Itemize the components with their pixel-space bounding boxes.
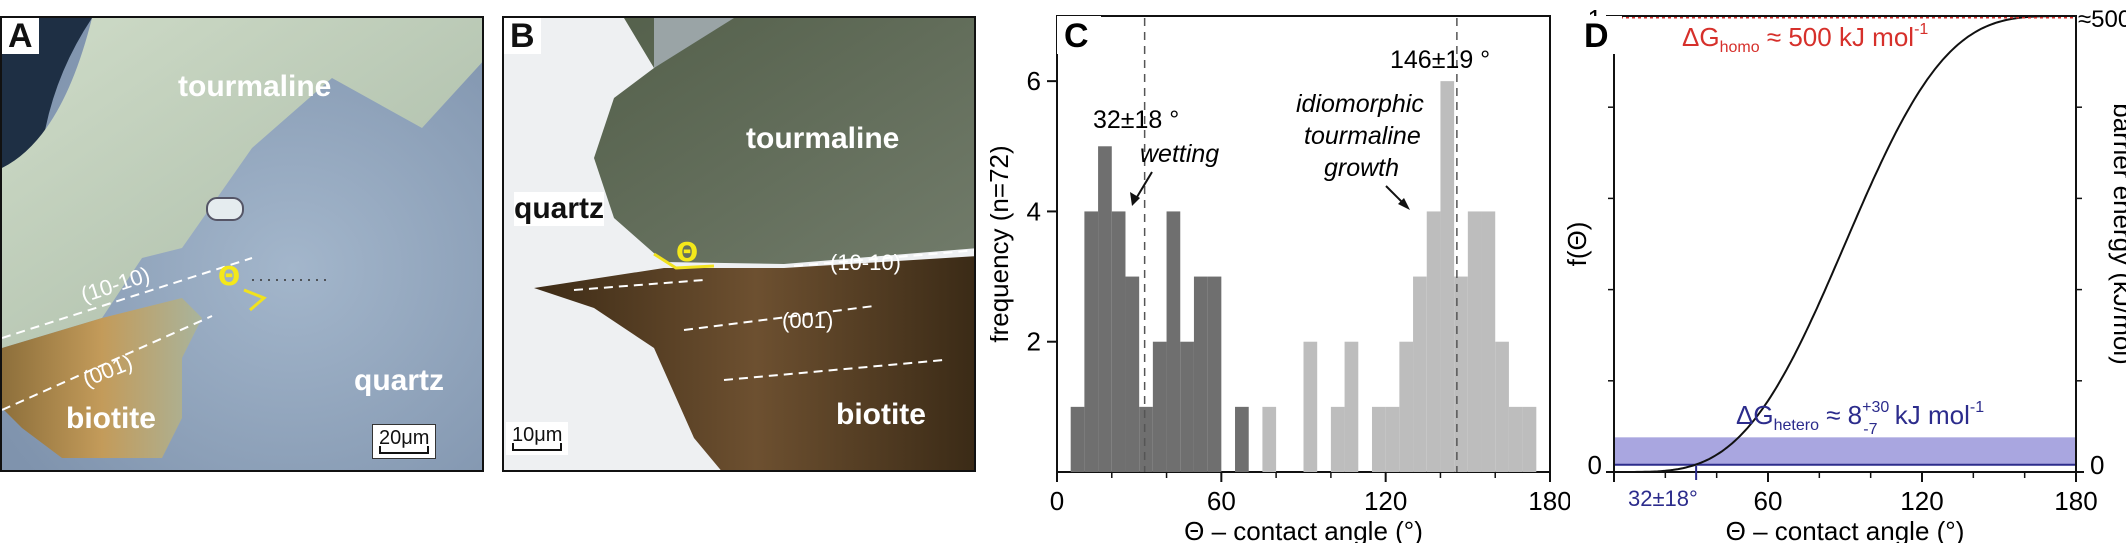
panel-b-scale-label: 10μm [512,424,563,446]
panel-d-chart: 60120180010Θ – contact angle (°)f(Θ)barr… [1566,4,2126,543]
panel-d-hetero-label: ΔGhetero ≈ 8+30 -7 kJ mol-1 [1736,399,1984,438]
x-tick-label-3: 180 [1528,486,1570,516]
panel-a-letter: A [2,18,39,54]
d-x-tick-label-3: 180 [2054,486,2097,516]
histogram-bar-s0-6 [1152,341,1167,472]
histogram-bar-s1-13 [1495,341,1509,472]
histogram-bar-s1-12 [1481,211,1496,472]
histogram-bar-s0-10 [1207,276,1222,472]
panel-c-letter: C [1064,17,1089,55]
histogram-bar-s0-5 [1139,406,1153,472]
histogram-bar-s0-2 [1098,146,1112,473]
panel-a-theta-symbol: Θ [218,262,241,292]
panel-c-letter-bg [1057,16,1101,54]
histogram-bar-s1-10 [1454,276,1468,472]
histogram-bar-s0-1 [1084,211,1099,472]
x-tick-label-1: 60 [1207,486,1236,516]
histogram-bar-s1-7 [1413,276,1427,472]
histogram-bar-s1-6 [1399,341,1414,472]
panel-b-plane-001: (001) [782,308,834,333]
panel-c-axes: 0 60 120 180 2 4 6 Θ – contact angle (°) frequen… [990,66,1570,543]
histogram-bar-s1-14 [1508,406,1523,472]
histogram-bar-s0-7 [1166,211,1181,472]
histogram-bar-s1-2 [1330,406,1345,472]
histogram-bar-s1-3 [1344,341,1359,472]
panel-c-histogram: 0 60 120 180 2 4 6 Θ – contact angle (°) frequen… [990,15,1570,543]
panel-c-wetting-angle: 32±18 ° [1093,106,1179,134]
panel-c-x-axis-label: Θ – contact angle (°) [1184,516,1423,543]
y-tick-label-0: 2 [1027,327,1041,357]
histogram-bar-s1-0 [1262,406,1277,472]
panel-b-label-biotite: biotite [836,398,926,431]
panel-d-plot-frame [1613,15,2077,473]
histogram-bar-s1-8 [1426,211,1441,472]
histogram-bar-s1-4 [1371,406,1386,472]
panel-c-y-axis-label: frequency (n=72) [990,145,1014,342]
d-x-tick-label-2: 120 [1900,486,1943,516]
x-tick-label-0: 0 [1050,486,1064,516]
y-tick-label-2: 6 [1027,66,1041,96]
panel-b-micrograph: B tourmaline quartz biotite (10-10) (001… [502,16,976,472]
panel-b-plane-10-10: (10-10) [830,250,901,275]
panel-d-right-top-label: ≈500 [2078,6,2126,33]
f-theta-curve [1614,15,2076,473]
panel-c-idio-angle: 146±19 ° [1390,46,1490,74]
d-y-tick-label-0: 0 [1588,450,1602,480]
panel-c-idio-line3: growth [1324,154,1399,182]
panel-a-label-quartz: quartz [354,364,444,397]
panel-c-wetting-label: wetting [1140,140,1219,168]
panel-a-micrograph: A tourmaline quartz biotite (10-10) (001… [0,16,484,472]
panel-c-mean-lines [1143,18,1458,472]
panel-b-scale-line [512,443,563,451]
y-tick-label-1: 4 [1027,196,1041,226]
panel-d-letter-bg [1578,16,1622,54]
panel-c-idio-line2: tourmaline [1304,122,1421,150]
panel-d-right-axis-label: barrier energy (kJ/mol) [2108,103,2126,365]
histogram-bar-s0-4 [1125,276,1140,472]
panel-a-scale-line [379,446,430,454]
panel-a-image [2,18,482,470]
panel-d-plot: 60120180010Θ – contact angle (°)f(Θ)barr… [1566,4,2126,543]
histogram-bar-s0-9 [1193,276,1208,472]
histogram-bar-s0-11 [1235,406,1249,472]
panel-d-homo-label: ΔGhomo ≈ 500 kJ mol-1 [1682,21,1928,56]
panel-b-scalebar: 10μm [506,422,569,455]
panel-b-label-tourmaline: tourmaline [746,122,900,155]
x-tick-label-2: 120 [1364,486,1407,516]
histogram-bar-s0-0 [1070,406,1085,472]
panel-d-letter: D [1584,17,1609,55]
panel-c-bars [1070,81,1537,473]
panel-b-theta-symbol: Θ [676,238,699,268]
histogram-bar-s1-5 [1385,406,1400,472]
panel-c-idio-arrowhead [1398,198,1410,210]
histogram-bar-s0-8 [1180,341,1194,472]
panel-a-scalebar: 20μm [372,424,437,459]
panel-b-letter: B [504,18,541,54]
panel-b-label-quartz: quartz [514,192,604,226]
panel-a-label-tourmaline: tourmaline [178,70,332,103]
histogram-bar-s1-9 [1440,81,1455,473]
panel-d-wet-marker-label: 32±18° [1628,486,1698,511]
panel-a-scale-label: 20μm [379,427,430,449]
panel-c-idio-line1: idiomorphic [1296,90,1424,118]
histogram-bar-s1-11 [1467,211,1482,472]
d-y-right-tick-label-0: 0 [2090,450,2104,480]
histogram-bar-s0-3 [1111,211,1126,472]
panel-d-x-axis-label: Θ – contact angle (°) [1726,516,1965,543]
hetero-energy-band [1614,437,2076,465]
panel-c-wetting-arrowhead [1130,192,1140,206]
panel-b-image [504,18,974,470]
d-x-tick-label-1: 60 [1754,486,1783,516]
panel-a-label-biotite: biotite [66,402,156,435]
panel-d-y-axis-label: f(Θ) [1566,222,1592,267]
histogram-bar-s1-1 [1303,341,1318,472]
histogram-bar-s1-15 [1522,406,1537,472]
